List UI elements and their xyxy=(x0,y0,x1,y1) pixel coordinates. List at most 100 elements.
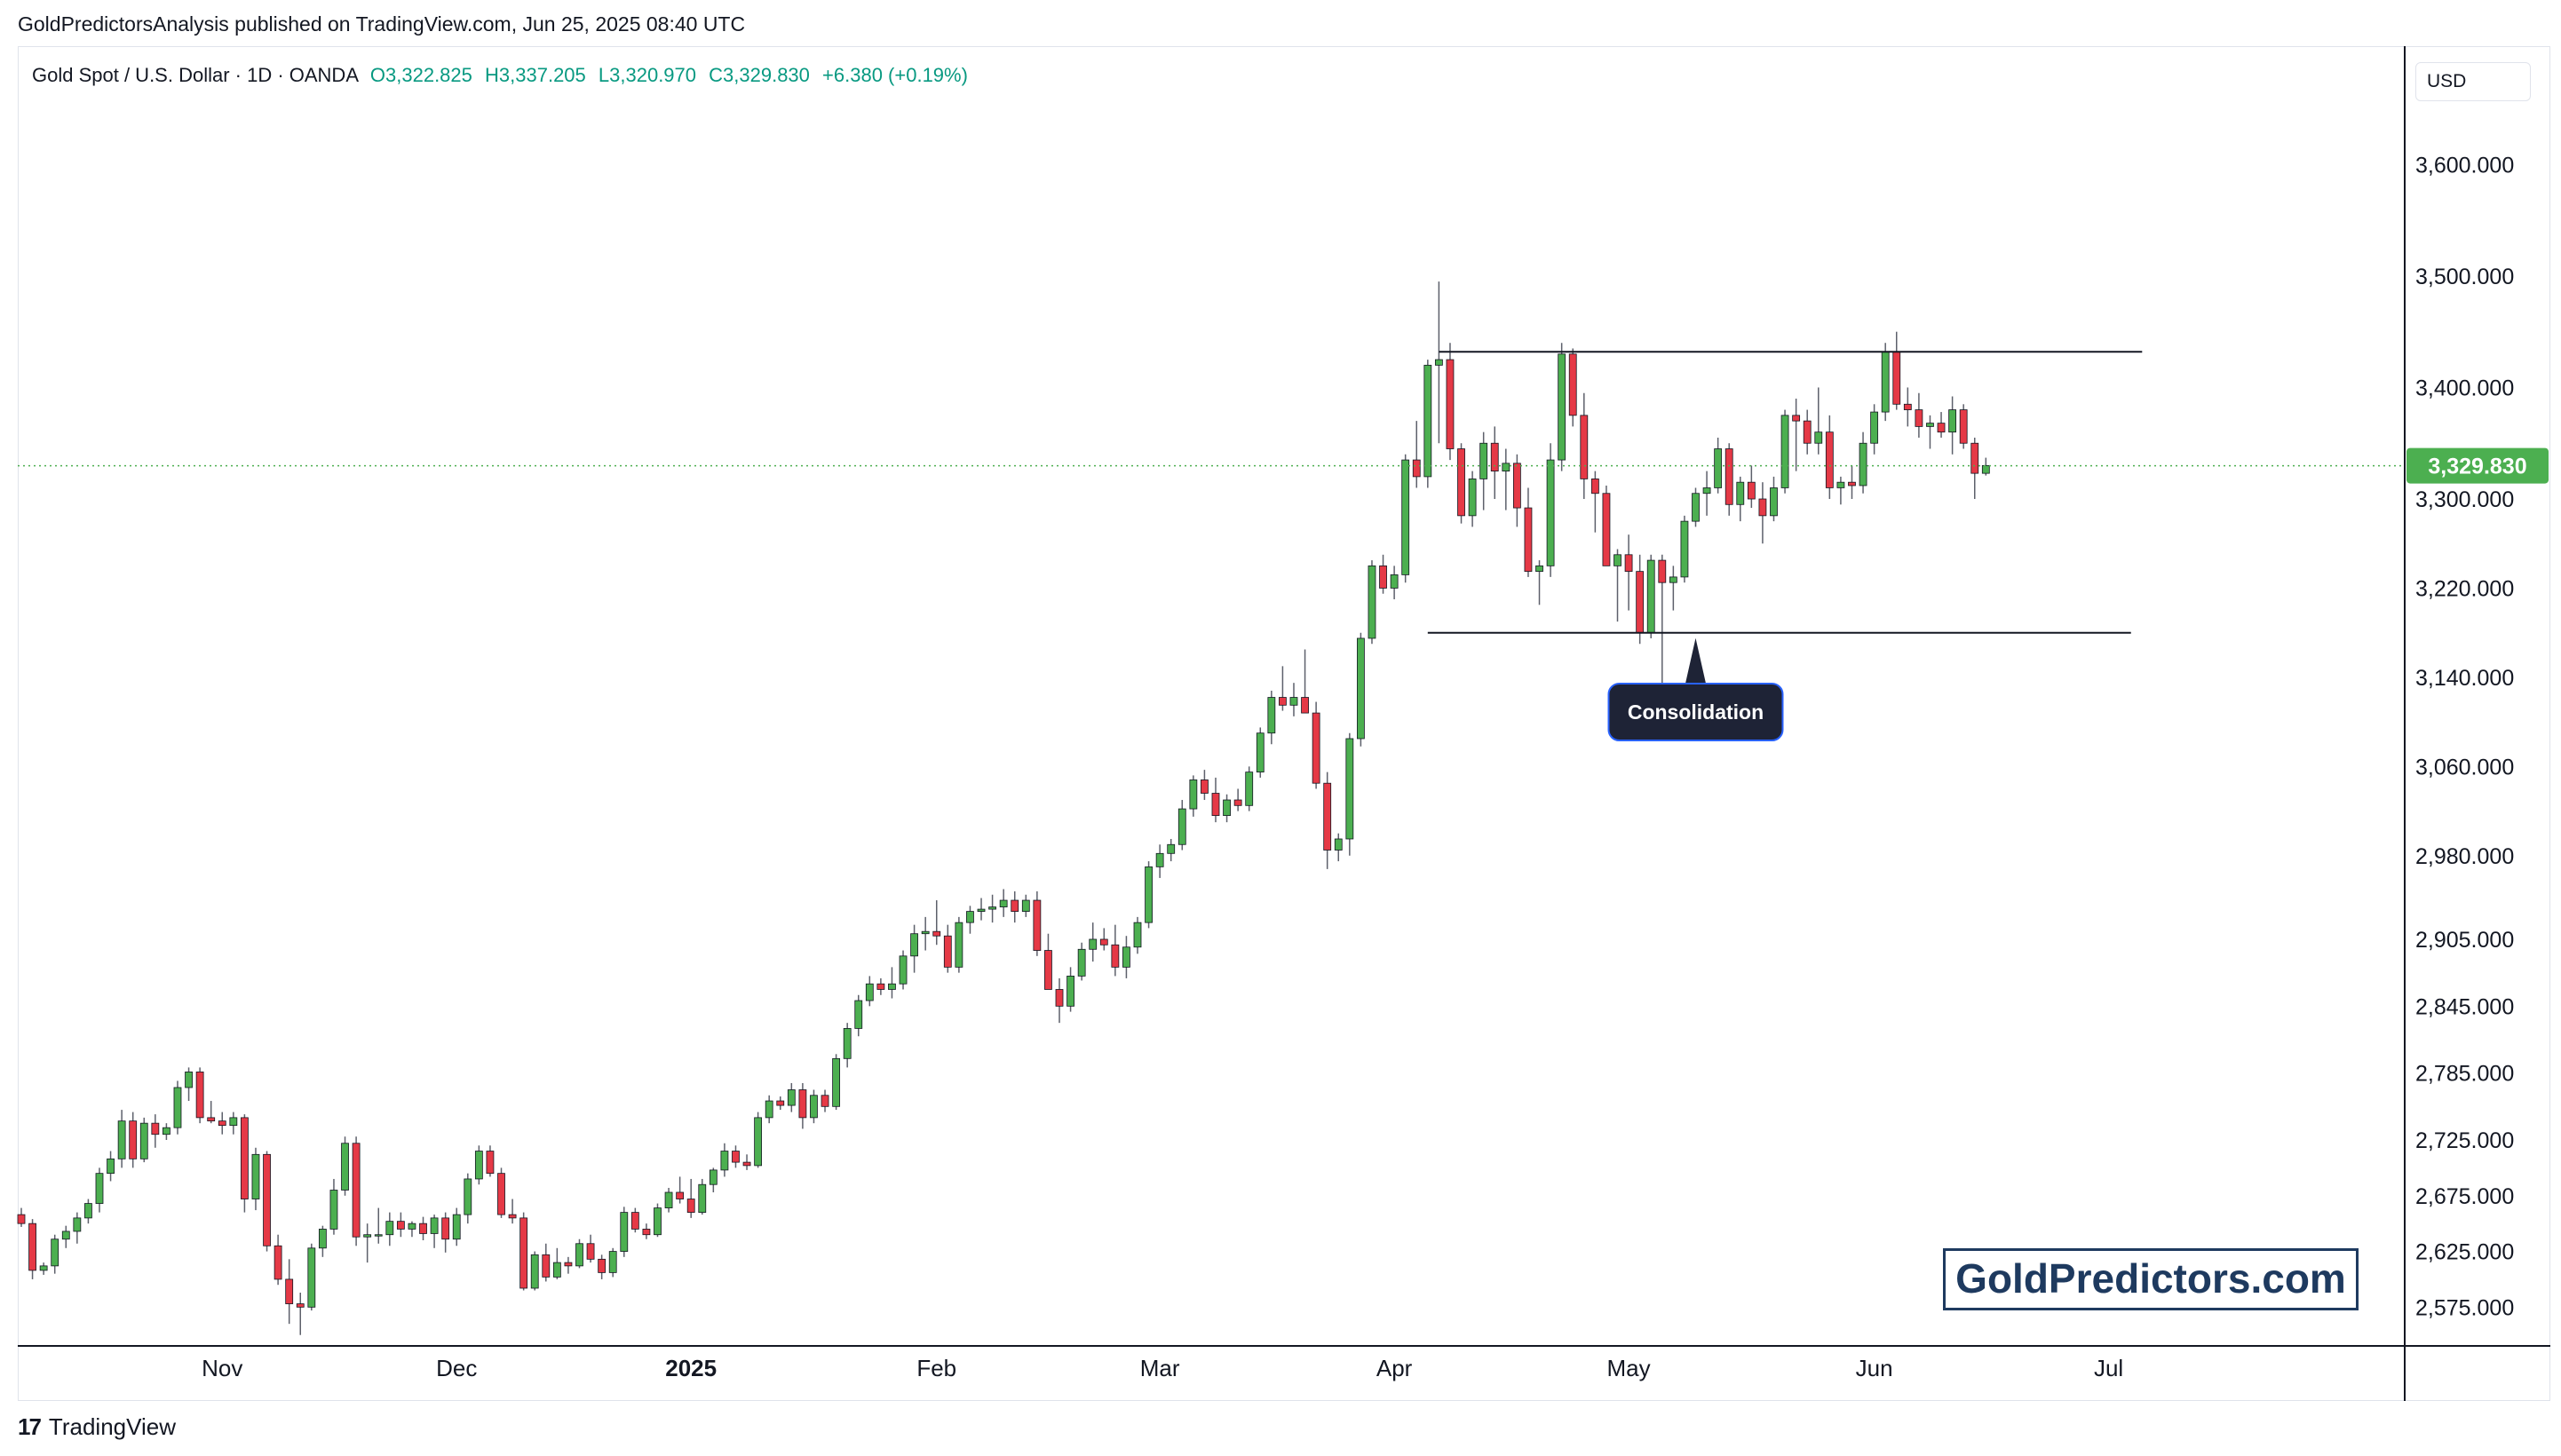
candle-up xyxy=(1177,808,1186,845)
time-tick-label: Nov xyxy=(202,1355,242,1381)
candle-up xyxy=(1357,637,1365,740)
candle-down xyxy=(486,1151,495,1175)
candle-down xyxy=(1201,779,1209,794)
candle-down xyxy=(1301,697,1309,714)
candle-down xyxy=(932,930,941,937)
candle-down xyxy=(17,1214,26,1224)
candle-down xyxy=(821,1095,829,1107)
candle-down xyxy=(676,1191,685,1199)
candle-down xyxy=(1279,697,1287,706)
footer[interactable]: 17 TradingView xyxy=(18,1413,176,1441)
candle-down xyxy=(396,1221,405,1230)
price-tick-label: 2,675.000 xyxy=(2415,1184,2514,1209)
candle-up xyxy=(1680,520,1689,578)
candle-up xyxy=(430,1217,439,1234)
time-axis[interactable]: Nov Dec 2025 Feb Mar Apr May Jun Jul xyxy=(202,1355,2123,1381)
candle-down xyxy=(274,1245,282,1280)
candle-up xyxy=(832,1057,841,1107)
callout-pointer xyxy=(1685,637,1707,685)
candle-down xyxy=(732,1151,740,1163)
candle-up xyxy=(977,908,986,912)
candle-down xyxy=(218,1120,226,1127)
tradingview-logo-icon[interactable]: 17 xyxy=(18,1413,42,1440)
candle-down xyxy=(542,1254,551,1278)
candle-down xyxy=(1590,479,1599,495)
candle-down xyxy=(28,1223,36,1271)
candle-down xyxy=(1524,507,1533,573)
candle-up xyxy=(1423,364,1432,478)
candle-down xyxy=(1211,793,1220,817)
time-tick-label: May xyxy=(1607,1355,1651,1381)
price-tick-label: 2,625.000 xyxy=(2415,1240,2514,1265)
candle-down xyxy=(1970,442,1979,474)
candle-up xyxy=(1133,922,1142,948)
candle-up xyxy=(530,1254,539,1289)
candle-down xyxy=(1312,712,1320,784)
candle-down xyxy=(1055,989,1064,1007)
price-tick-label: 2,575.000 xyxy=(2415,1295,2514,1320)
candle-up xyxy=(698,1183,707,1214)
symbol-name[interactable]: Gold Spot / U.S. Dollar · 1D · OANDA xyxy=(32,64,358,86)
candle-up xyxy=(1289,697,1298,706)
tradingview-brand[interactable]: TradingView xyxy=(48,1413,176,1440)
candle-up xyxy=(1780,415,1789,488)
price-axis[interactable]: 3,600.000 3,500.000 3,400.000 3,300.000 3,22… xyxy=(2415,153,2514,1320)
candle-down xyxy=(1602,493,1611,566)
candle-down xyxy=(1758,498,1767,517)
candle-up xyxy=(810,1095,818,1119)
candle-up xyxy=(1223,799,1231,817)
candle-down xyxy=(742,1161,751,1167)
time-tick-label: Dec xyxy=(436,1355,477,1381)
candle-up xyxy=(552,1262,561,1278)
candle-up xyxy=(787,1089,796,1106)
price-tick-label: 3,220.000 xyxy=(2415,576,2514,601)
candle-down xyxy=(207,1117,216,1122)
candle-down xyxy=(1792,415,1801,422)
candle-up xyxy=(251,1153,260,1199)
time-tick-label: Jun xyxy=(1856,1355,1893,1381)
candle-down xyxy=(195,1071,204,1119)
candle-up xyxy=(139,1122,148,1159)
candle-up xyxy=(1859,442,1867,487)
candle-up xyxy=(654,1207,662,1236)
watermark-logo: GoldPredictors.com xyxy=(1943,1248,2359,1310)
candle-up xyxy=(408,1223,416,1230)
candle-up xyxy=(464,1178,472,1215)
candle-up xyxy=(363,1234,372,1238)
candle-up xyxy=(1981,464,1990,474)
candle-up xyxy=(1948,409,1957,433)
candle-up xyxy=(185,1071,193,1088)
candle-up xyxy=(1770,487,1778,517)
consolidation-callout: Consolidation xyxy=(1607,637,1784,741)
candle-up xyxy=(1267,697,1276,734)
high-value: H3,337.205 xyxy=(485,64,586,86)
candle-down xyxy=(564,1262,573,1267)
candle-up xyxy=(1390,574,1399,589)
candle-up xyxy=(1870,411,1879,444)
candle-down xyxy=(1725,448,1733,505)
candle-up xyxy=(307,1247,316,1308)
candle-up xyxy=(1434,359,1443,366)
candle-up xyxy=(709,1169,718,1185)
candle-up xyxy=(1558,353,1566,461)
symbol-legend[interactable]: Gold Spot / U.S. Dollar · 1D · OANDA O3,… xyxy=(32,64,968,87)
candle-up xyxy=(854,1000,863,1029)
candle-up xyxy=(1167,843,1176,854)
price-tick-label: 3,060.000 xyxy=(2415,755,2514,779)
currency-selector[interactable]: USD xyxy=(2415,62,2531,101)
low-value: L3,320.970 xyxy=(598,64,697,86)
candle-down xyxy=(1624,554,1633,573)
candle-up xyxy=(921,930,930,935)
candle-up xyxy=(988,906,996,910)
candle-up xyxy=(385,1221,394,1236)
candle-up xyxy=(1245,772,1254,806)
candle-up xyxy=(51,1238,59,1267)
candle-up xyxy=(843,1028,852,1059)
candle-up xyxy=(329,1190,338,1230)
candle-down xyxy=(1937,423,1946,433)
candle-down xyxy=(240,1117,249,1199)
candle-up xyxy=(1502,463,1510,472)
candle-down xyxy=(798,1089,807,1119)
candle-down xyxy=(943,935,952,968)
